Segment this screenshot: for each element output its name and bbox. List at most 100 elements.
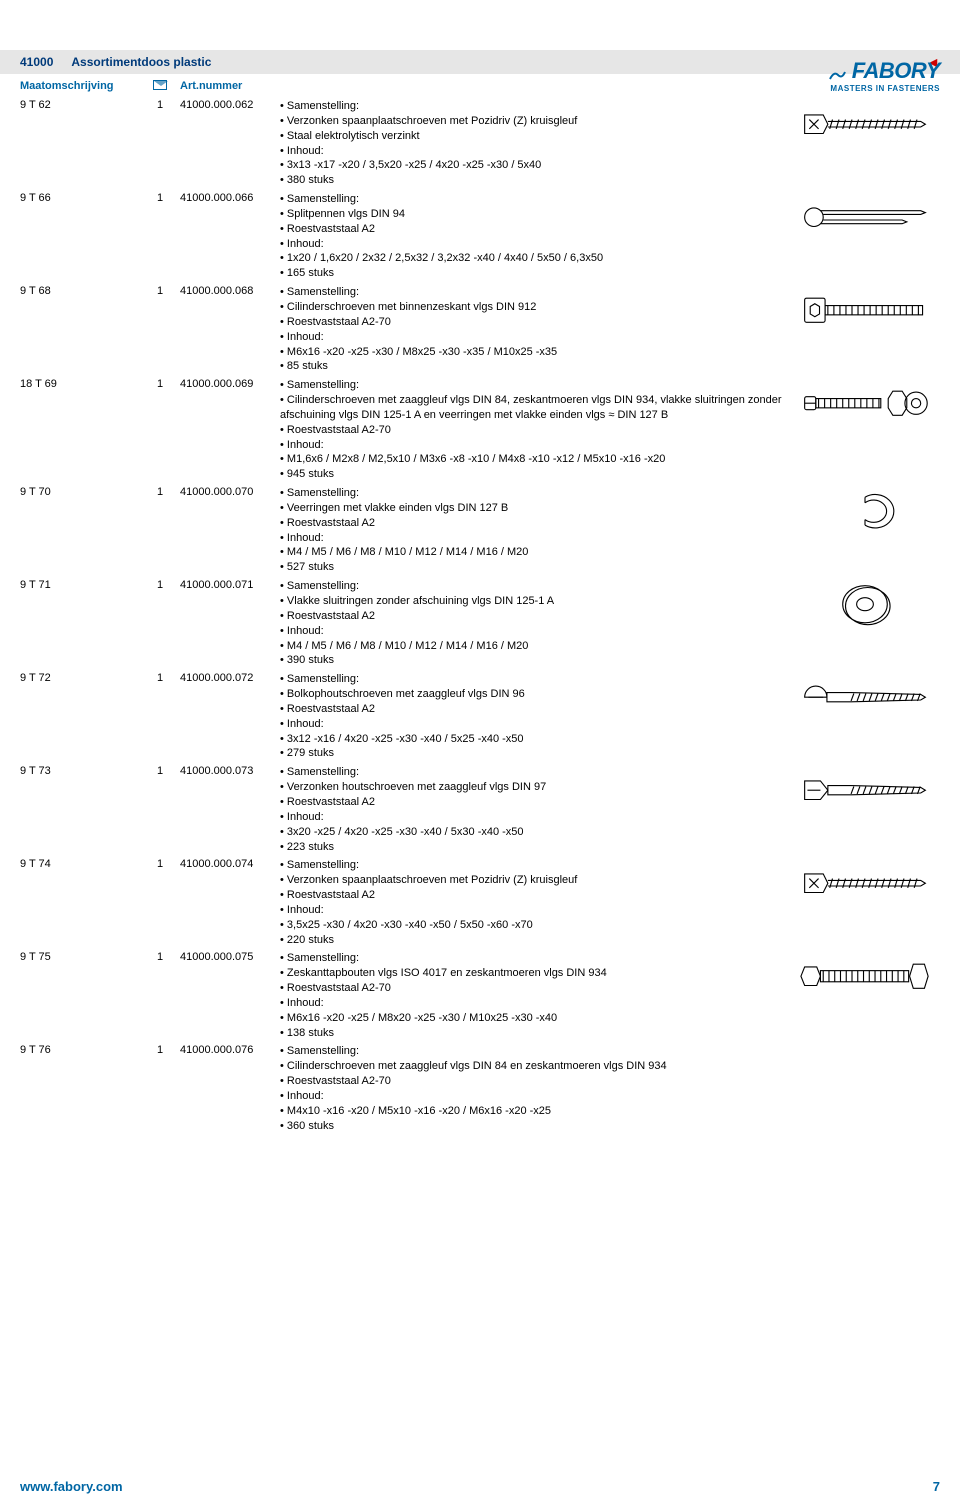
desc-line: Inhoud: <box>280 996 790 1011</box>
desc-line: Roestvaststaal A2-70 <box>280 315 790 330</box>
desc-line: Bolkophoutschroeven met zaaggleuf vlgs D… <box>280 687 790 702</box>
cell-image <box>800 285 940 336</box>
footer-page-number: 7 <box>933 1479 940 1494</box>
cell-image <box>800 1044 940 1046</box>
cell-qty: 1 <box>140 579 180 591</box>
cell-qty: 1 <box>140 378 180 390</box>
desc-line: Cilinderschroeven met zaaggleuf vlgs DIN… <box>280 1059 790 1074</box>
product-row: 9 T 71141000.000.071Samenstelling:Vlakke… <box>20 577 940 670</box>
cell-image <box>800 858 940 909</box>
desc-line: Inhoud: <box>280 717 790 732</box>
cell-description: Samenstelling:Cilinderschroeven met zaag… <box>280 378 800 482</box>
cell-artnr: 41000.000.069 <box>180 378 280 390</box>
cell-image <box>800 765 940 816</box>
product-row: 9 T 73141000.000.073Samenstelling:Verzon… <box>20 763 940 856</box>
desc-line: Inhoud: <box>280 810 790 825</box>
cell-description: Samenstelling:Verzonken houtschroeven me… <box>280 765 800 854</box>
cell-artnr: 41000.000.071 <box>180 579 280 591</box>
desc-line: Roestvaststaal A2 <box>280 222 790 237</box>
col-header-art: Art.nummer <box>180 80 280 93</box>
cell-image <box>800 672 940 723</box>
desc-line: M4 / M5 / M6 / M8 / M10 / M12 / M14 / M1… <box>280 545 790 560</box>
cell-artnr: 41000.000.066 <box>180 192 280 204</box>
desc-line: Inhoud: <box>280 624 790 639</box>
desc-line: Samenstelling: <box>280 192 790 207</box>
desc-line: 1x20 / 1,6x20 / 2x32 / 2,5x32 / 3,2x32 -… <box>280 251 790 266</box>
cell-qty: 1 <box>140 285 180 297</box>
cell-qty: 1 <box>140 1044 180 1056</box>
product-row: 9 T 72141000.000.072Samenstelling:Bolkop… <box>20 670 940 763</box>
cell-size: 18 T 69 <box>20 378 140 390</box>
desc-line: 220 stuks <box>280 933 790 948</box>
desc-line: Verzonken spaanplaatschroeven met Pozidr… <box>280 873 790 888</box>
desc-line: Samenstelling: <box>280 378 790 393</box>
desc-line: Samenstelling: <box>280 99 790 114</box>
desc-line: Roestvaststaal A2 <box>280 516 790 531</box>
cell-image <box>800 486 940 537</box>
desc-line: Samenstelling: <box>280 285 790 300</box>
cell-image <box>800 99 940 150</box>
cell-description: Samenstelling:Splitpennen vlgs DIN 94Roe… <box>280 192 800 281</box>
cell-size: 9 T 68 <box>20 285 140 297</box>
desc-line: Roestvaststaal A2 <box>280 795 790 810</box>
page-root: FABORY MASTERS IN FASTENERS 41000 Assort… <box>0 50 960 1508</box>
section-header: 41000 Assortimentdoos plastic ◄ <box>0 50 960 74</box>
desc-line: 3x20 -x25 / 4x20 -x25 -x30 -x40 / 5x30 -… <box>280 825 790 840</box>
desc-line: 85 stuks <box>280 359 790 374</box>
desc-line: Verzonken spaanplaatschroeven met Pozidr… <box>280 114 790 129</box>
cell-description: Samenstelling:Cilinderschroeven met zaag… <box>280 1044 800 1133</box>
desc-line: Roestvaststaal A2 <box>280 609 790 624</box>
desc-line: Inhoud: <box>280 903 790 918</box>
desc-line: Roestvaststaal A2-70 <box>280 423 790 438</box>
product-row: 18 T 69141000.000.069Samenstelling:Cilin… <box>20 376 940 484</box>
cell-description: Samenstelling:Vlakke sluitringen zonder … <box>280 579 800 668</box>
page-footer: www.fabory.com 7 <box>20 1479 940 1494</box>
desc-line: 390 stuks <box>280 653 790 668</box>
desc-line: Splitpennen vlgs DIN 94 <box>280 207 790 222</box>
cell-description: Samenstelling:Zeskanttapbouten vlgs ISO … <box>280 951 800 1040</box>
desc-line: Inhoud: <box>280 1089 790 1104</box>
cell-qty: 1 <box>140 486 180 498</box>
product-row: 9 T 66141000.000.066Samenstelling:Splitp… <box>20 190 940 283</box>
cell-size: 9 T 66 <box>20 192 140 204</box>
desc-line: Roestvaststaal A2 <box>280 888 790 903</box>
col-header-mail-icon <box>140 80 180 93</box>
desc-line: 360 stuks <box>280 1119 790 1134</box>
brand-logo: FABORY MASTERS IN FASTENERS <box>828 58 940 93</box>
desc-line: Roestvaststaal A2 <box>280 702 790 717</box>
cell-qty: 1 <box>140 765 180 777</box>
desc-line: M1,6x6 / M2x8 / M2,5x10 / M3x6 -x8 -x10 … <box>280 452 790 467</box>
cell-image <box>800 378 940 429</box>
product-rows: 9 T 62141000.000.062Samenstelling:Verzon… <box>0 97 960 1136</box>
cell-size: 9 T 70 <box>20 486 140 498</box>
col-header-size: Maatomschrijving <box>20 80 140 93</box>
desc-line: 527 stuks <box>280 560 790 575</box>
cell-artnr: 41000.000.076 <box>180 1044 280 1056</box>
desc-line: M6x16 -x20 -x25 -x30 / M8x25 -x30 -x35 /… <box>280 345 790 360</box>
desc-line: Inhoud: <box>280 438 790 453</box>
cell-image <box>800 192 940 243</box>
cell-size: 9 T 76 <box>20 1044 140 1056</box>
desc-line: Inhoud: <box>280 144 790 159</box>
cell-qty: 1 <box>140 858 180 870</box>
brand-tagline: MASTERS IN FASTENERS <box>828 84 940 93</box>
desc-line: Samenstelling: <box>280 951 790 966</box>
cell-artnr: 41000.000.073 <box>180 765 280 777</box>
desc-line: 3,5x25 -x30 / 4x20 -x30 -x40 -x50 / 5x50… <box>280 918 790 933</box>
desc-line: 380 stuks <box>280 173 790 188</box>
cell-description: Samenstelling:Verzonken spaanplaatschroe… <box>280 99 800 188</box>
desc-line: Zeskanttapbouten vlgs ISO 4017 en zeskan… <box>280 966 790 981</box>
desc-line: Samenstelling: <box>280 672 790 687</box>
cell-artnr: 41000.000.070 <box>180 486 280 498</box>
desc-line: Vlakke sluitringen zonder afschuining vl… <box>280 594 790 609</box>
desc-line: 138 stuks <box>280 1026 790 1041</box>
desc-line: Cilinderschroeven met binnenzeskant vlgs… <box>280 300 790 315</box>
desc-line: Inhoud: <box>280 531 790 546</box>
footer-url[interactable]: www.fabory.com <box>20 1479 123 1494</box>
desc-line: M4 / M5 / M6 / M8 / M10 / M12 / M14 / M1… <box>280 639 790 654</box>
desc-line: M6x16 -x20 -x25 / M8x20 -x25 -x30 / M10x… <box>280 1011 790 1026</box>
cell-size: 9 T 71 <box>20 579 140 591</box>
desc-line: Samenstelling: <box>280 1044 790 1059</box>
cell-qty: 1 <box>140 192 180 204</box>
cell-artnr: 41000.000.072 <box>180 672 280 684</box>
